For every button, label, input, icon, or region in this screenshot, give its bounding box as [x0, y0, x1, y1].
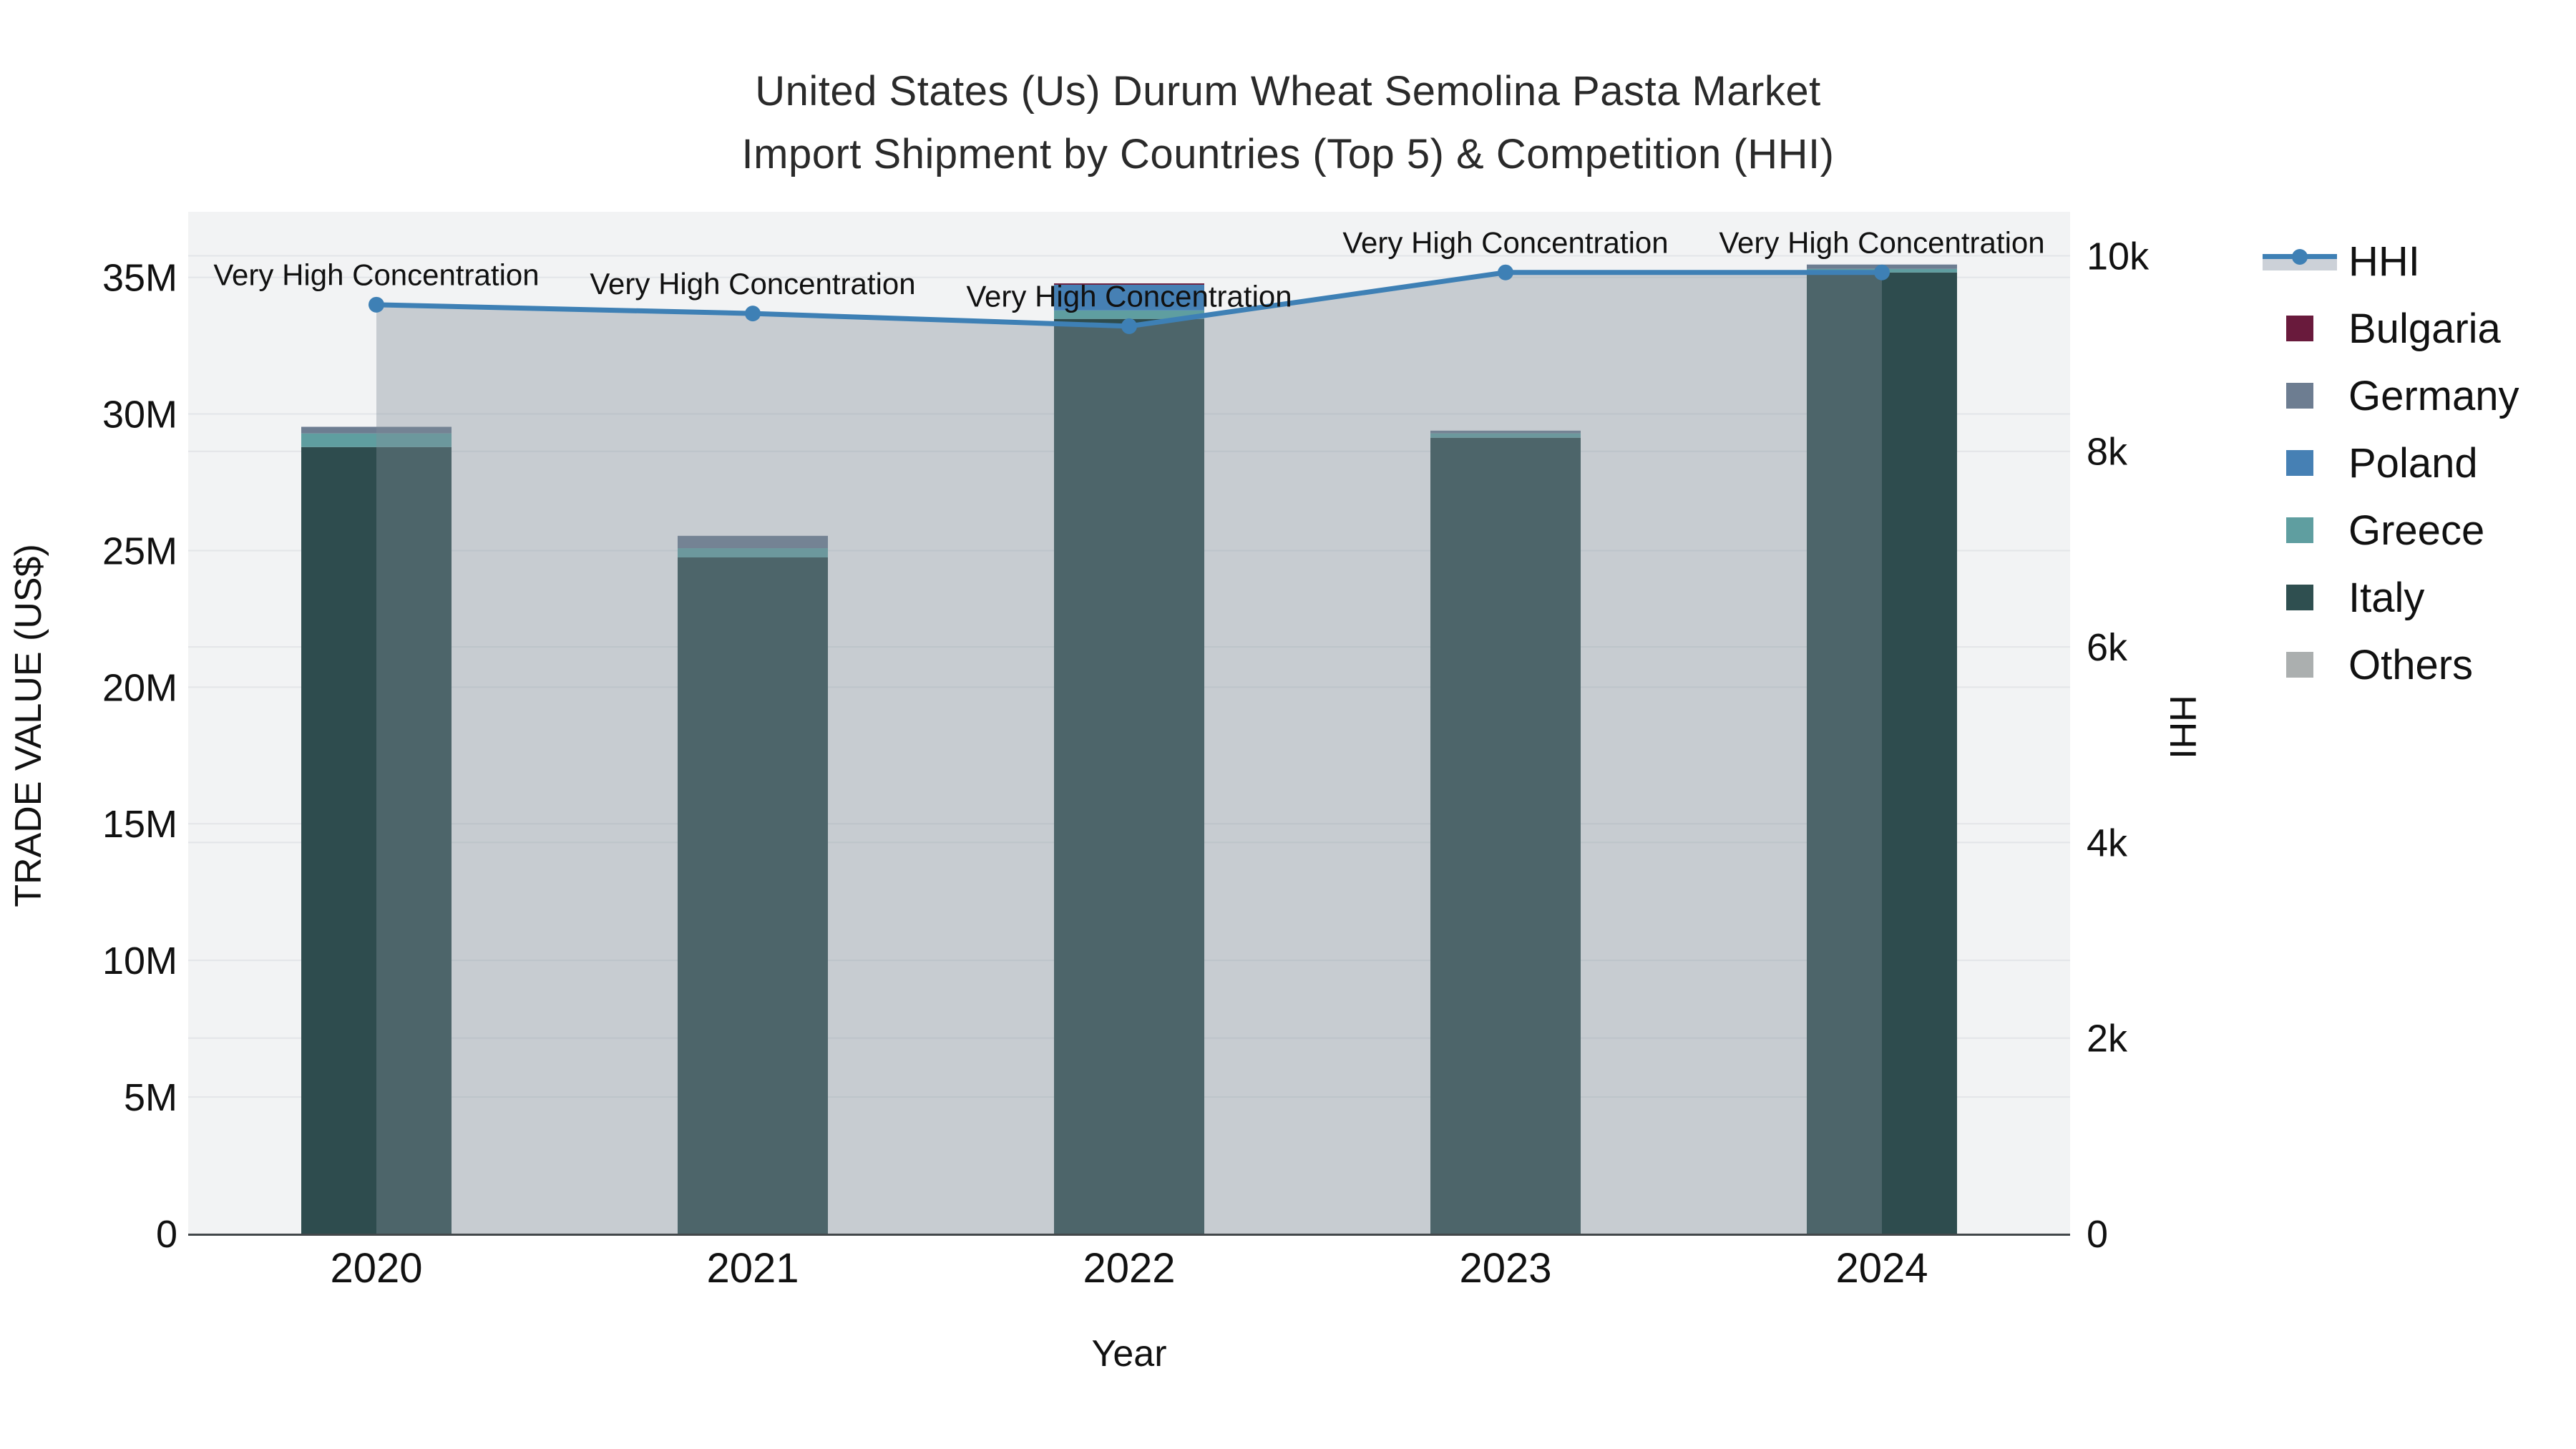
bar-segment-bulgaria-2022[interactable]	[1054, 283, 1204, 285]
y-axis-title-left: TRADE VALUE (US$)	[8, 544, 49, 907]
y-left-tick-5M: 5M	[124, 1076, 177, 1119]
legend-label: Bulgaria	[2348, 305, 2501, 352]
x-tick-2021: 2021	[706, 1245, 799, 1292]
legend-item-germany[interactable]: Germany	[2260, 362, 2519, 429]
legend-swatch-icon	[2260, 517, 2340, 543]
chart-title: United States (Us) Durum Wheat Semolina …	[0, 60, 2576, 186]
legend-swatch-icon	[2260, 383, 2340, 409]
y-right-tick-0: 0	[2087, 1213, 2108, 1256]
legend: HHI Bulgaria Germany Poland Greece Italy Other…	[2260, 228, 2519, 698]
y-left-tick-30M: 30M	[102, 393, 177, 436]
bar-segment-greece-2020[interactable]	[301, 433, 452, 447]
y-left-tick-15M: 15M	[102, 803, 177, 846]
y-left-tick-20M: 20M	[102, 666, 177, 709]
bar-segment-greece-2022[interactable]	[1054, 310, 1204, 319]
hhi-marker-2022[interactable]	[1121, 318, 1137, 334]
hhi-line-icon	[2260, 249, 2340, 272]
legend-swatch-icon	[2260, 652, 2340, 678]
legend-swatch-icon	[2260, 585, 2340, 610]
hhi-marker-2020[interactable]	[369, 296, 384, 313]
legend-label: Poland	[2348, 439, 2478, 487]
y-right-tick-4k: 4k	[2087, 821, 2128, 864]
y-left-tick-25M: 25M	[102, 530, 177, 572]
bar-segment-italy-2024[interactable]	[1807, 272, 1957, 1234]
y-left-tick-10M: 10M	[102, 940, 177, 982]
bar-segment-germany-2021[interactable]	[678, 535, 828, 549]
legend-swatch-icon	[2260, 450, 2340, 476]
annotation-2023: Very High Concentration	[1342, 225, 1668, 259]
hhi-marker-2021[interactable]	[745, 306, 761, 322]
y-axis-title-right: HHI	[2162, 695, 2203, 759]
bar-segment-italy-2022[interactable]	[1054, 318, 1204, 1234]
legend-label: Greece	[2348, 507, 2485, 554]
y-right-tick-6k: 6k	[2087, 626, 2128, 669]
legend-item-greece[interactable]: Greece	[2260, 497, 2519, 564]
bar-segment-italy-2023[interactable]	[1430, 437, 1581, 1234]
annotation-2021: Very High Concentration	[590, 267, 915, 301]
hhi-marker-2023[interactable]	[1498, 264, 1513, 280]
x-axis-title: Year	[1091, 1333, 1167, 1375]
bar-segment-germany-2023[interactable]	[1430, 430, 1581, 434]
x-tick-2024: 2024	[1835, 1245, 1928, 1292]
bar-segment-poland-2022[interactable]	[1054, 284, 1204, 311]
legend-label: Germany	[2348, 372, 2519, 419]
x-tick-2022: 2022	[1083, 1245, 1175, 1292]
legend-item-others[interactable]: Others	[2260, 631, 2519, 698]
chart-title-line1: United States (Us) Durum Wheat Semolina …	[755, 68, 1821, 114]
bar-segment-italy-2021[interactable]	[678, 557, 828, 1234]
y-right-tick-2k: 2k	[2087, 1018, 2128, 1060]
hhi-marker-2024[interactable]	[1874, 264, 1890, 280]
annotation-2022: Very High Concentration	[966, 280, 1292, 313]
legend-label: HHI	[2348, 238, 2420, 285]
y-left-tick-35M: 35M	[102, 257, 177, 300]
annotation-2020: Very High Concentration	[213, 258, 539, 292]
bar-segment-germany-2020[interactable]	[301, 426, 452, 434]
legend-swatch-icon	[2260, 316, 2340, 341]
x-tick-2020: 2020	[330, 1245, 422, 1292]
y-right-tick-8k: 8k	[2087, 431, 2128, 474]
hhi-area-fill	[376, 272, 1882, 1234]
legend-label: Others	[2348, 641, 2474, 688]
y-left-tick-0: 0	[156, 1213, 177, 1256]
legend-item-hhi[interactable]: HHI	[2260, 228, 2519, 295]
legend-item-bulgaria[interactable]: Bulgaria	[2260, 295, 2519, 362]
legend-label: Italy	[2348, 574, 2425, 621]
chart-title-line2: Import Shipment by Countries (Top 5) & C…	[741, 131, 1835, 177]
y-right-tick-10k: 10k	[2087, 235, 2150, 278]
legend-item-poland[interactable]: Poland	[2260, 429, 2519, 497]
legend-item-italy[interactable]: Italy	[2260, 564, 2519, 631]
annotation-2024: Very High Concentration	[1719, 225, 2044, 259]
bar-segment-greece-2021[interactable]	[678, 548, 828, 557]
x-tick-2023: 2023	[1459, 1245, 1551, 1292]
bar-segment-greece-2023[interactable]	[1430, 433, 1581, 438]
bar-segment-italy-2020[interactable]	[301, 447, 452, 1234]
